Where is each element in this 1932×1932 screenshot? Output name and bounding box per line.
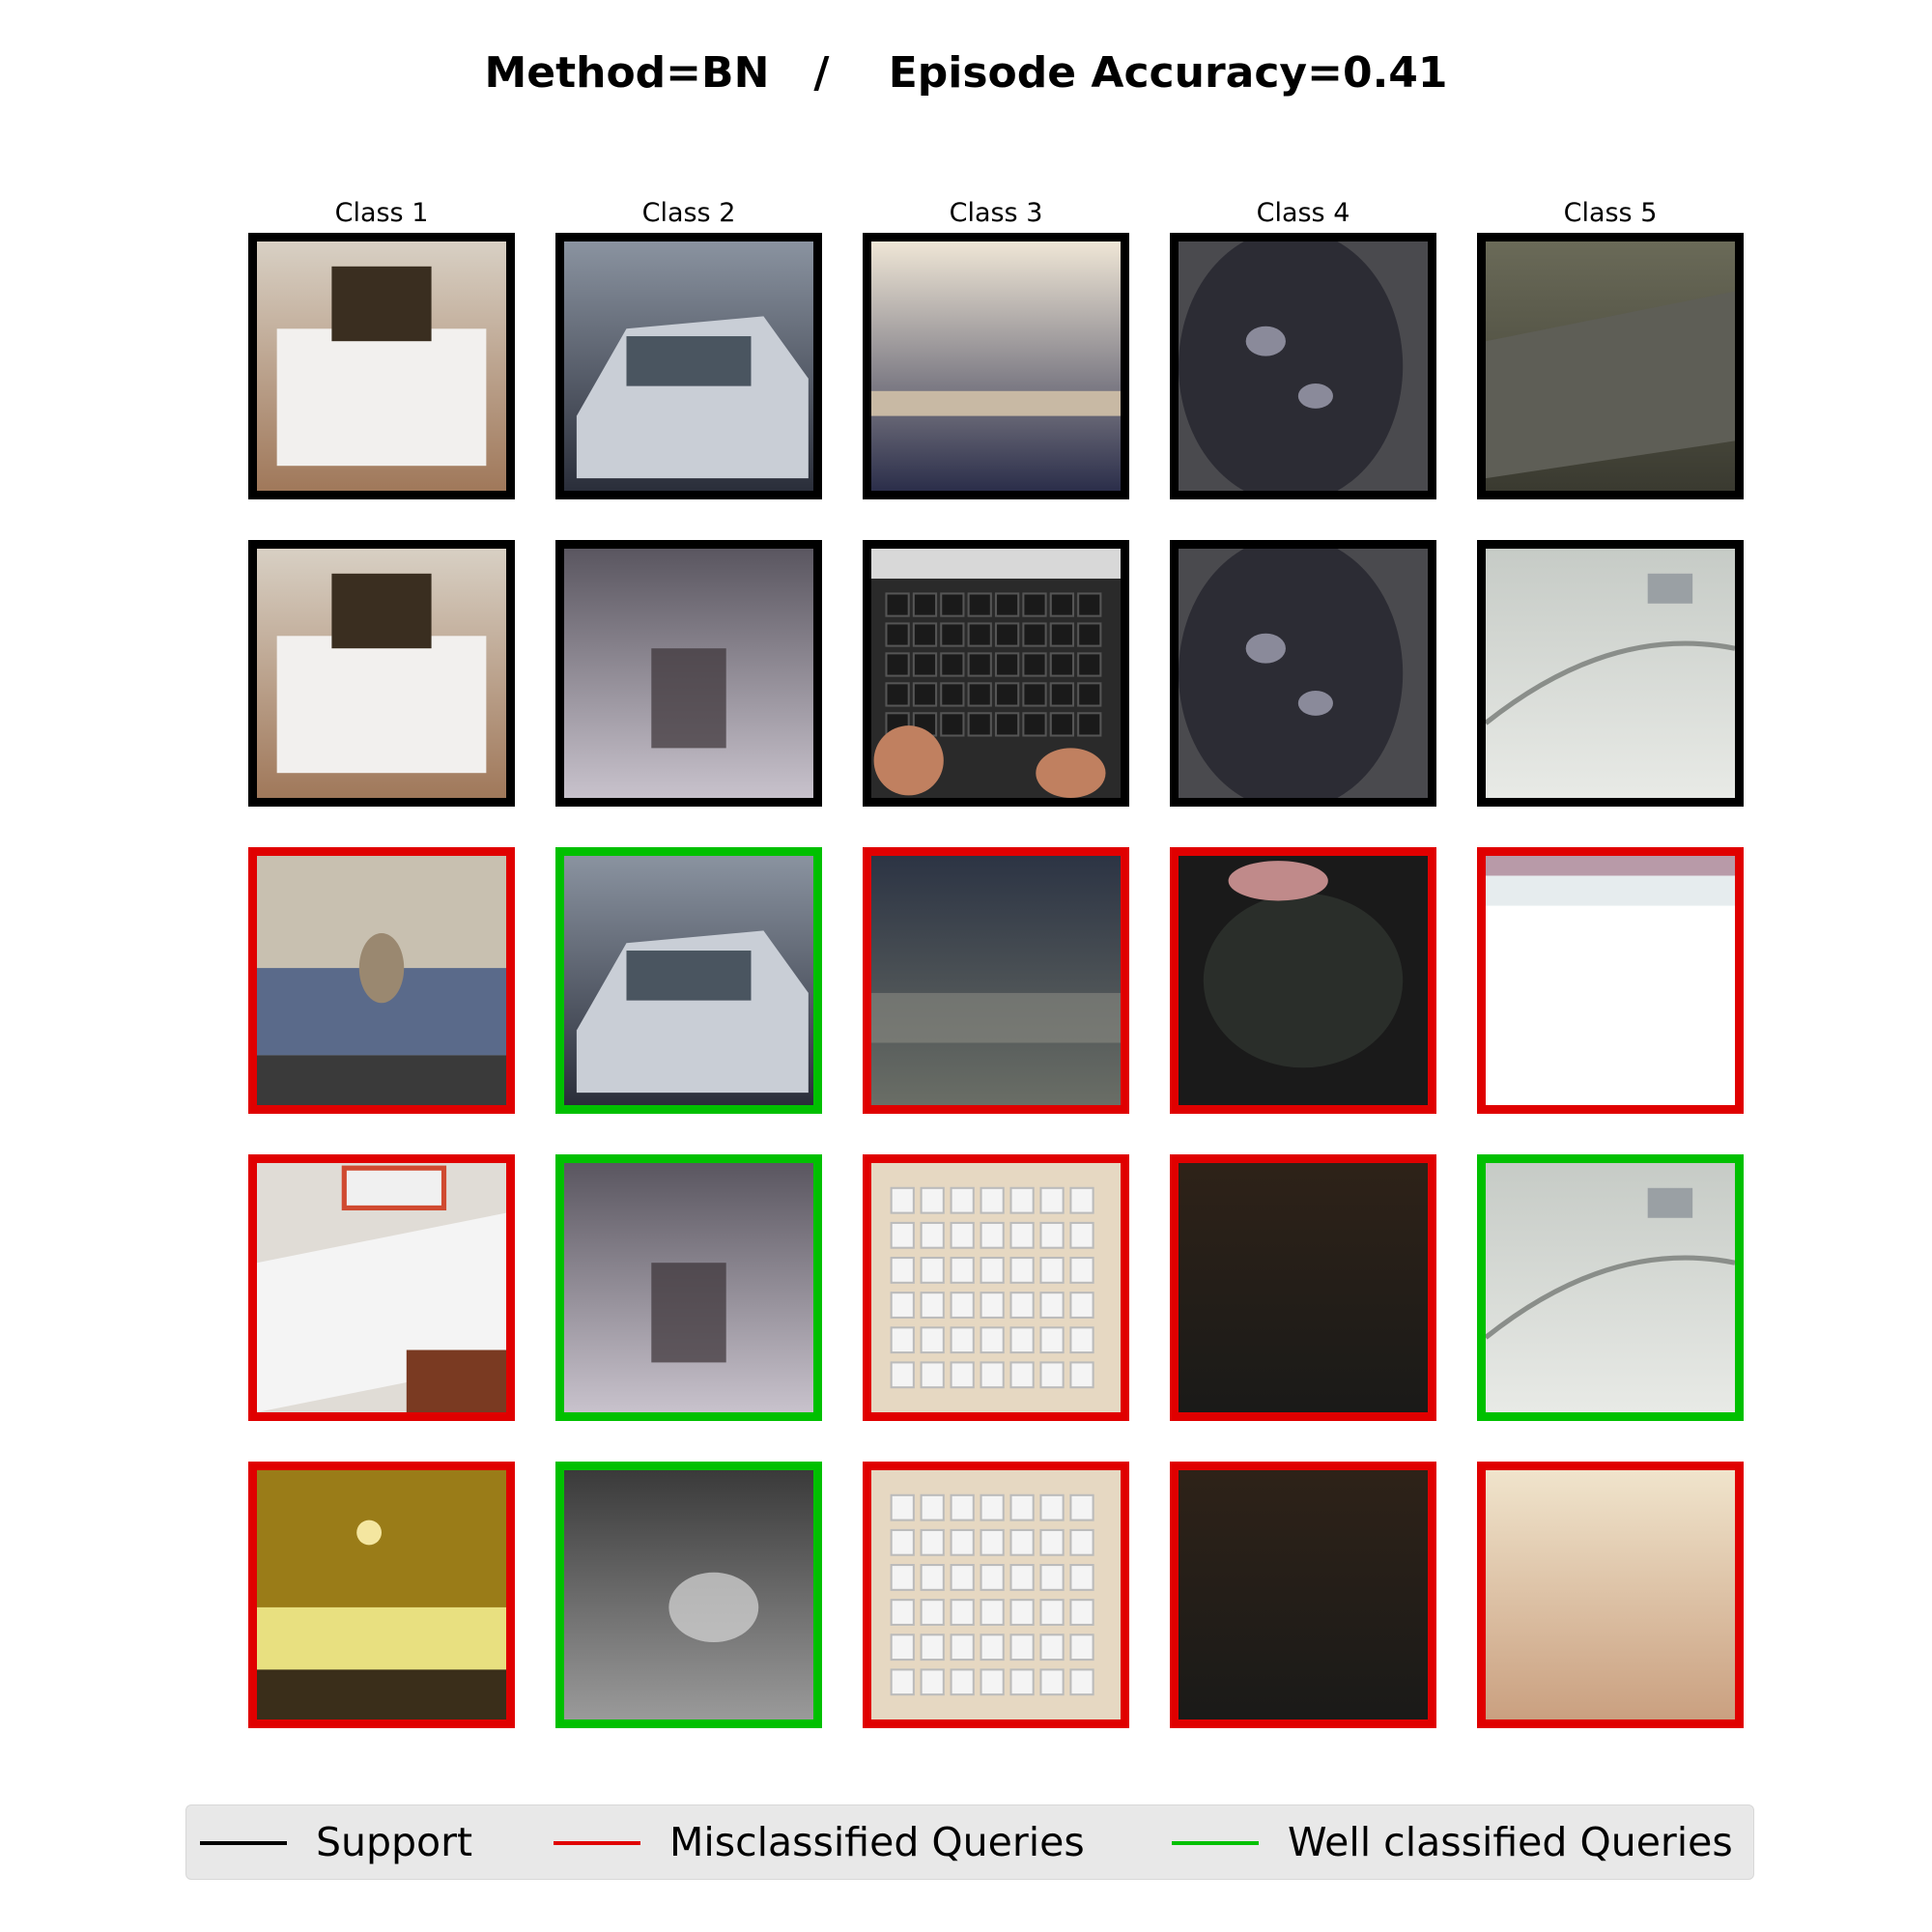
figure-title: Method=BN / Episode Accuracy=0.41: [484, 48, 1448, 98]
thumbnail-image: [1179, 856, 1428, 1105]
legend-misclassified-label: Misclassified Queries: [669, 1819, 1085, 1865]
tile-r1-c4-support: [1170, 233, 1436, 499]
tile-r5-c1-misclassified: [248, 1462, 515, 1728]
thumbnail-image: [871, 1163, 1121, 1412]
tile-r2-c1-support: [248, 540, 515, 807]
thumbnail-image: [257, 242, 506, 491]
tile-r5-c3-misclassified: [863, 1462, 1129, 1728]
tile-r2-c2-support: [555, 540, 822, 807]
thumbnail-image: [1179, 242, 1428, 491]
thumbnail-image: [564, 242, 813, 491]
thumbnail-image: [1486, 549, 1735, 798]
legend-well-classified-label: Well classified Queries: [1288, 1819, 1733, 1865]
legend-support-label: Support: [316, 1819, 473, 1865]
class-label-5: Class 5: [1563, 198, 1658, 228]
thumbnail-image: [1486, 1163, 1735, 1412]
tile-r3-c1-misclassified: [248, 847, 515, 1114]
legend-well-classified-line: [1172, 1841, 1259, 1845]
tile-r2-c4-support: [1170, 540, 1436, 807]
thumbnail-image: [564, 856, 813, 1105]
thumbnail-image: [564, 1470, 813, 1719]
thumbnail-image: [1179, 1470, 1428, 1719]
tile-r4-c2-well-classified: [555, 1154, 822, 1421]
tile-r1-c1-support: [248, 233, 515, 499]
class-label-1: Class 1: [334, 198, 429, 228]
thumbnail-image: [1486, 856, 1735, 1105]
thumbnail-image: [871, 856, 1121, 1105]
tile-r5-c5-misclassified: [1477, 1462, 1744, 1728]
thumbnail-image: [257, 1470, 506, 1719]
thumbnail-image: [871, 1470, 1121, 1719]
tile-r1-c5-support: [1477, 233, 1744, 499]
class-label-2: Class 2: [641, 198, 736, 228]
thumbnail-image: [1179, 1163, 1428, 1412]
thumbnail-image: [1179, 549, 1428, 798]
legend: Support Misclassified Queries Well class…: [185, 1804, 1754, 1880]
class-label-3: Class 3: [949, 198, 1043, 228]
thumbnail-image: [564, 1163, 813, 1412]
thumbnail-image: [257, 1163, 506, 1412]
tile-r4-c3-misclassified: [863, 1154, 1129, 1421]
tile-r5-c2-well-classified: [555, 1462, 822, 1728]
thumbnail-image: [1486, 1470, 1735, 1719]
thumbnail-image: [564, 549, 813, 798]
thumbnail-image: [1486, 242, 1735, 491]
tile-r2-c3-support: [863, 540, 1129, 807]
class-label-4: Class 4: [1256, 198, 1350, 228]
tile-r3-c2-well-classified: [555, 847, 822, 1114]
tile-r4-c1-misclassified: [248, 1154, 515, 1421]
thumbnail-image: [871, 549, 1121, 798]
tile-r3-c3-misclassified: [863, 847, 1129, 1114]
tile-r2-c5-support: [1477, 540, 1744, 807]
tile-r3-c4-misclassified: [1170, 847, 1436, 1114]
legend-support-line: [200, 1841, 287, 1845]
tile-r1-c2-support: [555, 233, 822, 499]
legend-misclassified-line: [554, 1841, 640, 1845]
thumbnail-image: [257, 856, 506, 1105]
tile-r4-c5-well-classified: [1477, 1154, 1744, 1421]
thumbnail-image: [257, 549, 506, 798]
tile-r4-c4-misclassified: [1170, 1154, 1436, 1421]
tile-r1-c3-support: [863, 233, 1129, 499]
thumbnail-image: [871, 242, 1121, 491]
tile-r3-c5-misclassified: [1477, 847, 1744, 1114]
tile-r5-c4-misclassified: [1170, 1462, 1436, 1728]
